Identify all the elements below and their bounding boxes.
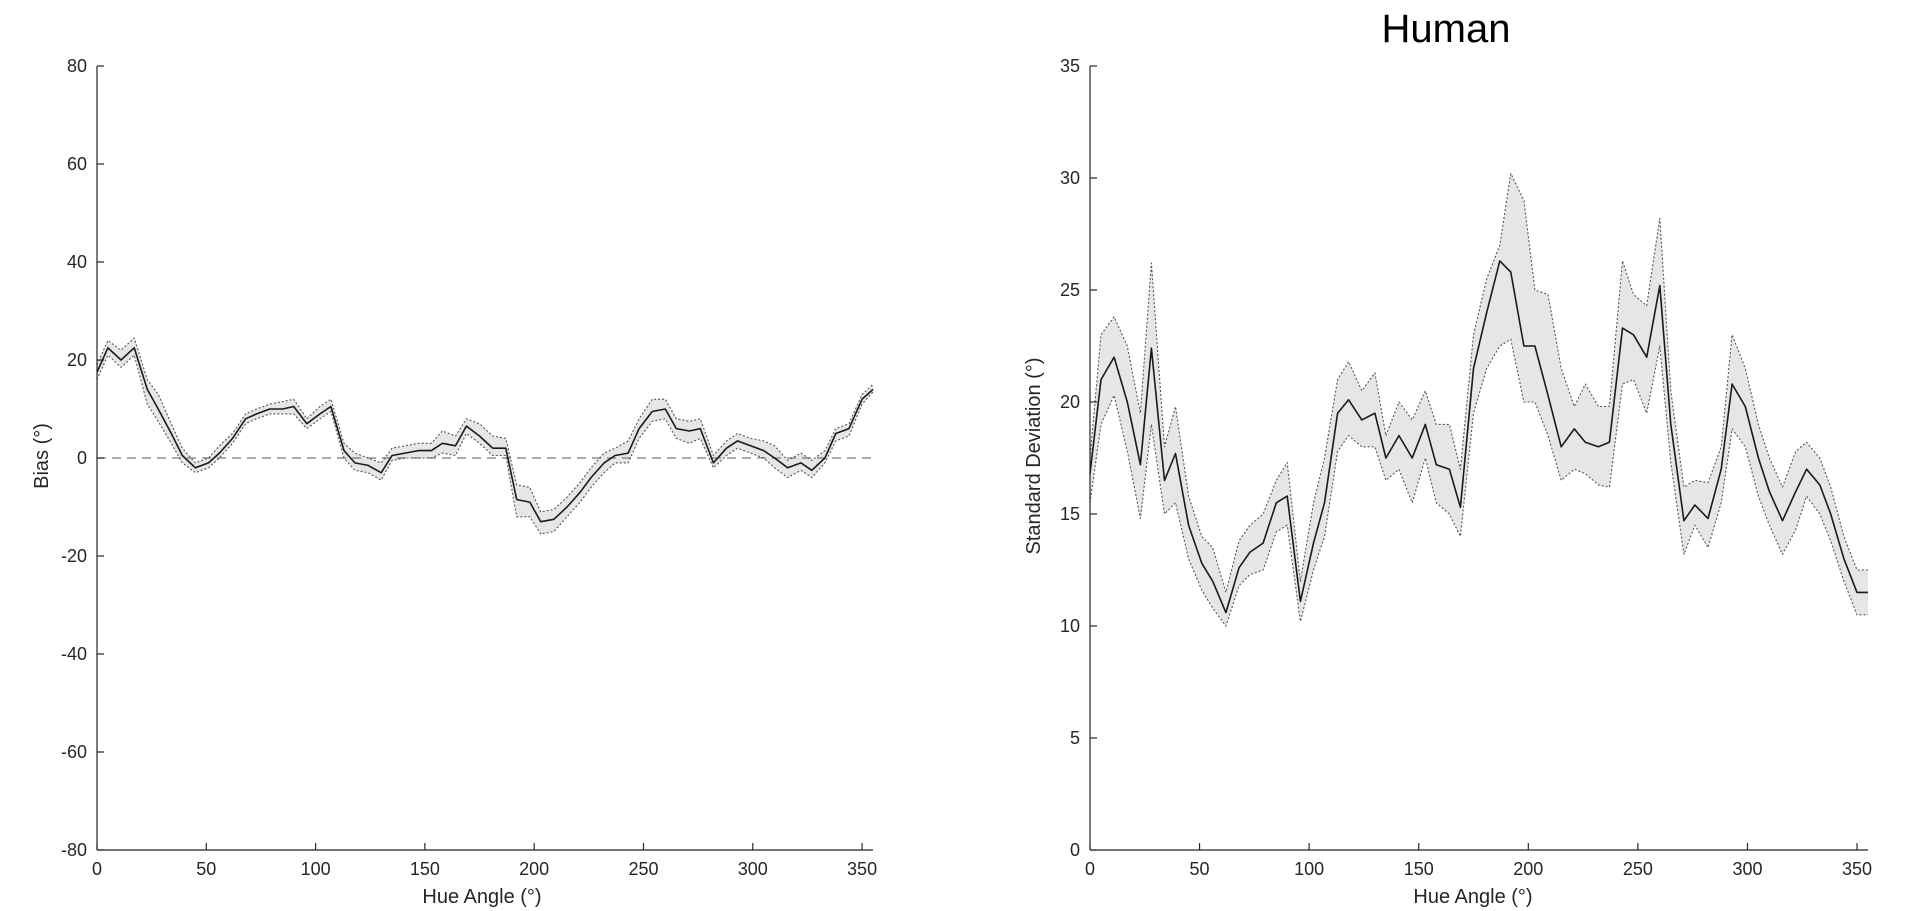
bias-chart: 0 50 100 150 200 250 300 350 -80 -60 -40 -20 0 20 40 6… bbox=[31, 56, 877, 908]
std-x-tick-label: 200 bbox=[1513, 859, 1543, 879]
std-series-lines bbox=[1089, 172, 1868, 627]
std-y-tick-label: 5 bbox=[1070, 728, 1080, 748]
bias-y-tick-label: -60 bbox=[61, 742, 87, 762]
bias-x-axis-label: Hue Angle (°) bbox=[422, 886, 541, 908]
bias-upper-bound-line bbox=[96, 337, 874, 513]
std-x-tick-label: 100 bbox=[1294, 859, 1324, 879]
bias-y-tick-label: -40 bbox=[61, 644, 87, 664]
std-y-tick-label: 15 bbox=[1060, 504, 1080, 524]
std-y-tick-label: 0 bbox=[1070, 840, 1080, 860]
std-confidence-band bbox=[1090, 173, 1868, 626]
bias-y-tick-label: -80 bbox=[61, 840, 87, 860]
std-x-tick-label: 150 bbox=[1404, 859, 1434, 879]
std-chart-title: Human bbox=[1382, 7, 1511, 51]
std-mean-line bbox=[1089, 260, 1868, 614]
bias-y-axis-label: Bias (°) bbox=[31, 423, 53, 489]
std-x-tick-label: 0 bbox=[1085, 859, 1095, 879]
std-y-tick-label: 25 bbox=[1060, 280, 1080, 300]
std-chart: Human 0 50 100 150 200 250 300 350 0 5 10 15 20 25 30… bbox=[1023, 7, 1872, 908]
bias-band-area bbox=[97, 338, 873, 534]
bias-y-tick-label: 20 bbox=[67, 350, 87, 370]
bias-x-ticks: 0 50 100 150 200 250 300 350 bbox=[92, 843, 877, 879]
bias-lower-bound-line bbox=[96, 354, 874, 535]
bias-y-tick-label: -20 bbox=[61, 546, 87, 566]
bias-x-tick-label: 150 bbox=[410, 859, 440, 879]
std-axes bbox=[1089, 66, 1868, 851]
bias-y-tick-label: 60 bbox=[67, 154, 87, 174]
std-x-tick-label: 50 bbox=[1190, 859, 1210, 879]
std-y-axis-label: Standard Deviation (°) bbox=[1023, 358, 1045, 555]
std-y-tick-label: 35 bbox=[1060, 56, 1080, 76]
bias-x-tick-label: 0 bbox=[92, 859, 102, 879]
std-y-ticks: 0 5 10 15 20 25 30 35 bbox=[1060, 56, 1097, 860]
std-band-area bbox=[1090, 173, 1868, 626]
std-y-tick-label: 30 bbox=[1060, 168, 1080, 188]
std-upper-bound-line bbox=[1089, 172, 1868, 593]
bias-confidence-band bbox=[97, 338, 873, 534]
bias-mean-line bbox=[96, 346, 874, 523]
bias-x-tick-label: 300 bbox=[738, 859, 768, 879]
bias-x-tick-label: 200 bbox=[519, 859, 549, 879]
bias-x-tick-label: 50 bbox=[196, 859, 216, 879]
std-x-tick-label: 250 bbox=[1623, 859, 1653, 879]
bias-series-lines bbox=[96, 337, 874, 535]
bias-y-tick-label: 80 bbox=[67, 56, 87, 76]
std-x-axis-label: Hue Angle (°) bbox=[1413, 886, 1532, 908]
std-x-ticks: 0 50 100 150 200 250 300 350 bbox=[1085, 843, 1872, 879]
std-x-tick-label: 300 bbox=[1732, 859, 1762, 879]
std-y-tick-label: 10 bbox=[1060, 616, 1080, 636]
std-x-tick-label: 350 bbox=[1842, 859, 1872, 879]
bias-y-tick-label: 0 bbox=[77, 448, 87, 468]
bias-x-tick-label: 250 bbox=[628, 859, 658, 879]
bias-y-tick-label: 40 bbox=[67, 252, 87, 272]
bias-x-tick-label: 350 bbox=[847, 859, 877, 879]
std-y-tick-label: 20 bbox=[1060, 392, 1080, 412]
bias-x-tick-label: 100 bbox=[301, 859, 331, 879]
bias-y-ticks: -80 -60 -40 -20 0 20 40 60 80 bbox=[61, 56, 104, 860]
std-lower-bound-line bbox=[1089, 338, 1868, 627]
